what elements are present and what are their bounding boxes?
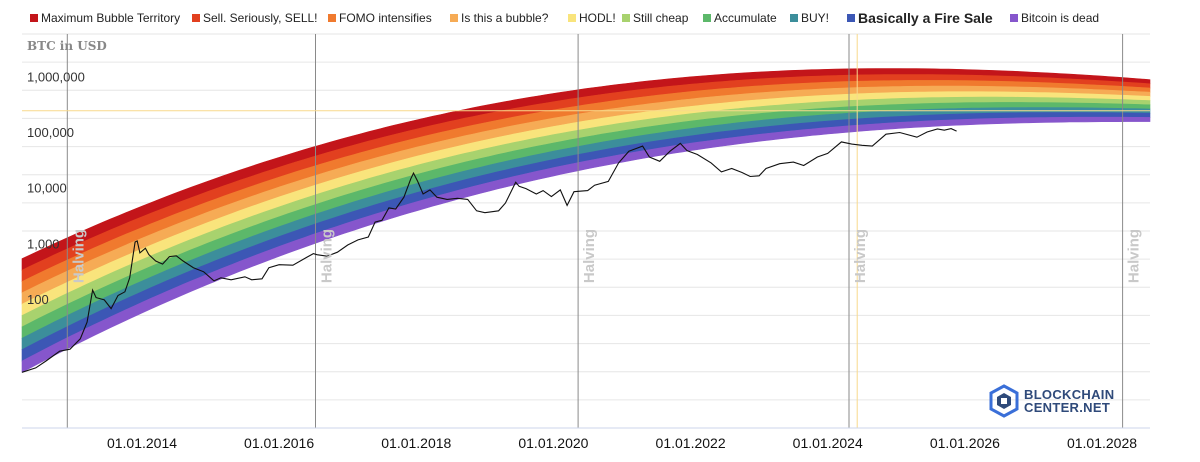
- halving-lines: [66, 34, 1124, 428]
- watermark-text: BLOCKCHAIN CENTER.NET: [1024, 388, 1114, 414]
- rainbow-chart: Halving Halving Halving Halving Halving 1001…: [21, 33, 1151, 451]
- x-tick-label: 01.01.2028: [1067, 435, 1137, 451]
- legend-label: Is this a bubble?: [461, 11, 549, 25]
- x-tick-label: 01.01.2026: [930, 435, 1000, 451]
- legend-item[interactable]: Sell. Seriously, SELL!: [192, 8, 318, 28]
- legend-item[interactable]: Basically a Fire Sale: [847, 8, 993, 28]
- legend-label: Still cheap: [633, 11, 689, 25]
- halving-label: Halving: [852, 229, 869, 283]
- blockchaincenter-logo-icon: [989, 384, 1019, 418]
- legend-item[interactable]: Bitcoin is dead: [1010, 8, 1099, 28]
- halving-labels: Halving Halving Halving Halving Halving: [70, 229, 1142, 283]
- rainbow-bands: [21, 68, 1151, 373]
- legend-label: Basically a Fire Sale: [858, 10, 993, 26]
- legend-label: Maximum Bubble Territory: [41, 11, 181, 25]
- legend-item[interactable]: Is this a bubble?: [450, 8, 548, 28]
- legend-swatch: [568, 14, 576, 22]
- y-tick-label: 1,000: [27, 236, 60, 251]
- x-tick-label: 01.01.2022: [656, 435, 726, 451]
- legend-label: FOMO intensifies: [339, 11, 432, 25]
- watermark-line-1: BLOCKCHAIN: [1024, 387, 1115, 402]
- y-axis-title: BTC in USD: [27, 39, 107, 53]
- blockchaincenter-watermark: BLOCKCHAIN CENTER.NET: [988, 384, 1138, 420]
- legend-label: Accumulate: [714, 11, 777, 25]
- legend-swatch: [328, 14, 336, 22]
- watermark-line-2: CENTER.NET: [1024, 400, 1111, 415]
- halving-label: Halving: [70, 229, 87, 283]
- legend-item[interactable]: Still cheap: [622, 8, 688, 28]
- x-tick-label: 01.01.2016: [244, 435, 314, 451]
- x-axis-ticks: 01.01.2014 01.01.2016 01.01.2018 01.01.2020…: [107, 435, 1137, 451]
- legend-swatch: [847, 14, 855, 22]
- legend-item[interactable]: Maximum Bubble Territory: [30, 8, 180, 28]
- halving-label: Halving: [1126, 229, 1143, 283]
- x-tick-label: 01.01.2014: [107, 435, 177, 451]
- legend-label: BUY!: [801, 11, 830, 25]
- x-tick-label: 01.01.2020: [518, 435, 588, 451]
- legend-label: HODL!: [579, 11, 616, 25]
- rainbow-band: [21, 116, 1151, 373]
- legend-swatch: [450, 14, 458, 22]
- legend-item[interactable]: Accumulate: [703, 8, 777, 28]
- legend-swatch: [703, 14, 711, 22]
- y-tick-label: 100: [27, 292, 49, 307]
- legend-label: Sell. Seriously, SELL!: [203, 11, 318, 25]
- legend-swatch: [192, 14, 200, 22]
- y-tick-label: 10,000: [27, 181, 67, 196]
- legend-swatch: [1010, 14, 1018, 22]
- y-axis-ticks: 100 1,000 10,000 100,000 1,000,000: [27, 69, 85, 307]
- halving-label: Halving: [319, 229, 336, 283]
- legend-item[interactable]: HODL!: [568, 8, 616, 28]
- legend-label: Bitcoin is dead: [1021, 11, 1100, 25]
- btc-price-line: [21, 128, 957, 373]
- legend-item[interactable]: BUY!: [790, 8, 829, 28]
- legend-swatch: [30, 14, 38, 22]
- legend-swatch: [790, 14, 798, 22]
- y-tick-label: 100,000: [27, 125, 74, 140]
- halving-label: Halving: [581, 229, 598, 283]
- x-tick-label: 01.01.2018: [381, 435, 451, 451]
- x-tick-label: 01.01.2024: [793, 435, 863, 451]
- legend-item[interactable]: FOMO intensifies: [328, 8, 432, 28]
- y-tick-label: 1,000,000: [27, 69, 85, 84]
- legend-swatch: [622, 14, 630, 22]
- legend: Maximum Bubble Territory Sell. Seriously,…: [30, 8, 1200, 28]
